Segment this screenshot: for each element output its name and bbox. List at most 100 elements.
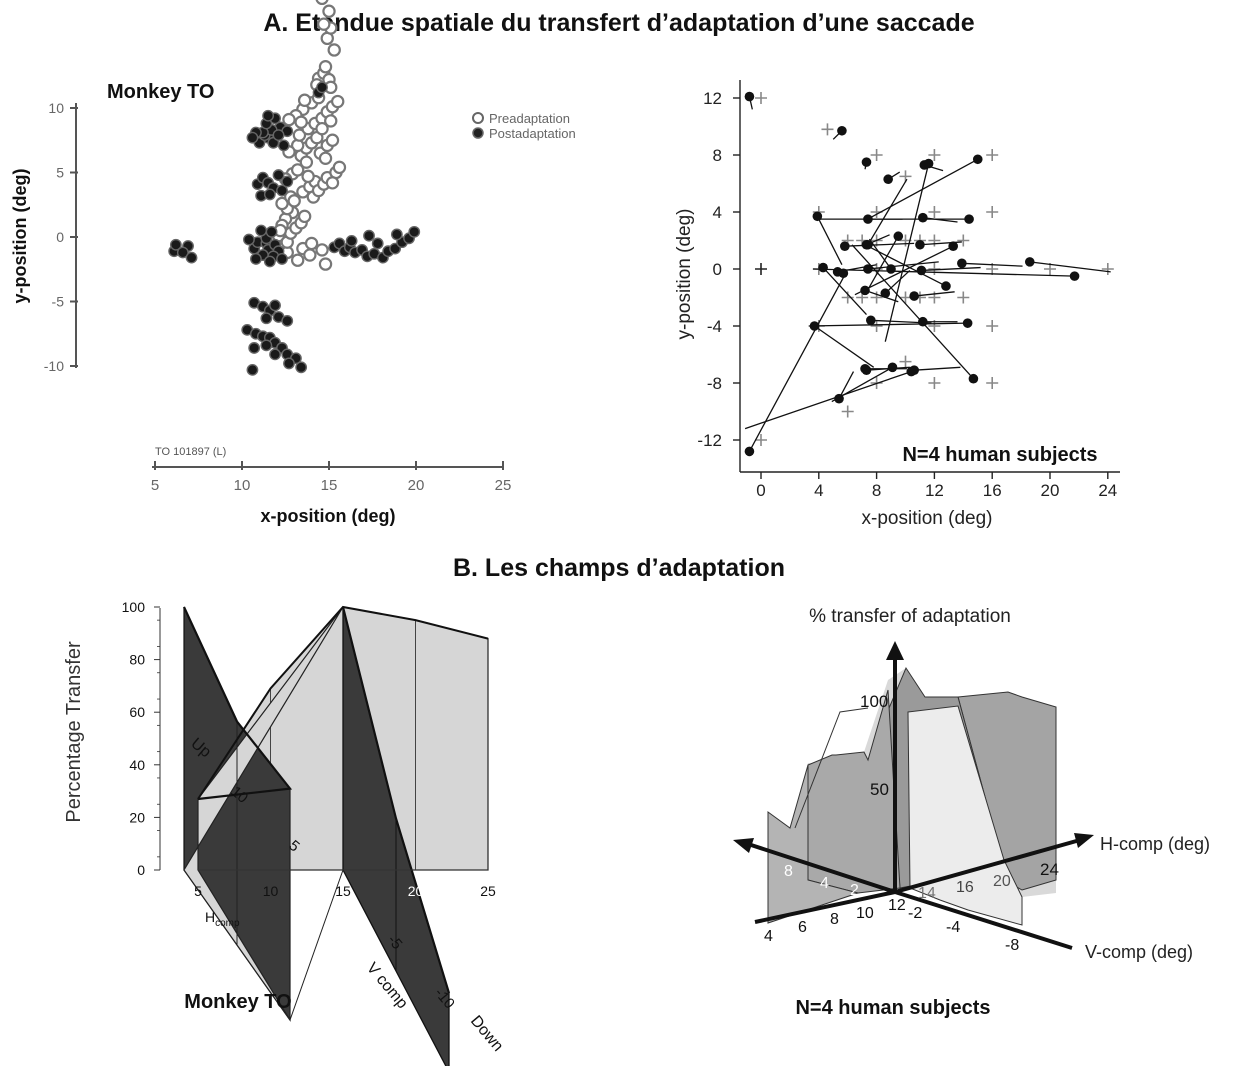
- upward-plane-top-edge: [183, 606, 293, 801]
- session-label: TO 101897 (L): [155, 446, 226, 458]
- postadaptation-point: [283, 357, 295, 370]
- saccade-endpoint: [893, 231, 904, 242]
- h-tick-4: 4: [820, 875, 829, 892]
- chart-monkey-adaptation-field: 0 20 40 60 80 100 5 10 15 20 25 Percentage Transf…: [63, 599, 506, 1066]
- v-tick-8: 8: [830, 911, 839, 928]
- y-tick-label: 4: [713, 203, 722, 222]
- saccade-endpoint: [834, 393, 844, 404]
- postadaptation-point: [345, 234, 358, 247]
- up-depth-axis: [289, 869, 344, 1021]
- v-tick-neg8: -8: [1005, 937, 1019, 954]
- postadaptation-point: [363, 229, 375, 242]
- saccade-endpoint: [964, 214, 974, 224]
- y-tick-label: -4: [707, 317, 722, 336]
- y-tick-label: 0: [56, 229, 64, 245]
- postadaptation-point: [272, 169, 285, 181]
- saccade-endpoint: [744, 91, 755, 102]
- h-axis: [894, 838, 1081, 894]
- saccade-trajectory: [864, 158, 979, 222]
- saccade-endpoint: [863, 239, 873, 250]
- y-axis-label: y-position (deg): [674, 209, 695, 340]
- postadaptation-point: [281, 175, 294, 188]
- target-marker: [928, 377, 941, 389]
- postadaptation-point: [169, 238, 182, 251]
- saccade-endpoint: [880, 288, 891, 299]
- saccade-trajectory: [844, 242, 915, 247]
- postadaptation-point: [408, 225, 421, 238]
- z-axis-arrow: [886, 641, 904, 660]
- postadaptation-points: [168, 81, 421, 376]
- postadaptation-point: [269, 299, 281, 312]
- x-tick-label: 0: [756, 481, 765, 500]
- subject-label: Monkey TO: [107, 81, 214, 103]
- saccade-trajectory: [822, 267, 867, 316]
- preadaptation-point: [292, 128, 307, 142]
- preadaptation-point: [297, 209, 312, 224]
- target-marker: [755, 434, 767, 446]
- postadaptation-point: [255, 224, 268, 237]
- postadaptation-point: [246, 131, 259, 144]
- target-marker: [899, 170, 912, 183]
- y-tick-label: 20: [129, 809, 145, 825]
- x-tick-label: 16: [983, 481, 1002, 500]
- saccade-trajectory: [1029, 261, 1111, 273]
- saccade-endpoint: [962, 318, 973, 328]
- saccade-endpoint: [915, 239, 925, 250]
- saccade-endpoint: [818, 262, 828, 273]
- saccade-trajectory: [864, 235, 899, 295]
- postadaptation-point: [295, 361, 308, 374]
- saccade-endpoint: [744, 446, 755, 457]
- saccade-endpoint: [886, 264, 896, 274]
- preadaptation-point: [301, 169, 315, 184]
- target-marker: [821, 123, 834, 136]
- saccade-trajectory: [868, 238, 892, 270]
- plane-front-light: [907, 705, 1023, 926]
- downward-plane-top-edge: [341, 606, 451, 994]
- y-tick-label: -12: [697, 431, 722, 450]
- saccade-trajectory: [921, 266, 981, 272]
- saccade-trajectory: [814, 325, 875, 368]
- negative-h-axis-arrow: [733, 838, 754, 853]
- saccade-endpoint: [838, 268, 849, 279]
- v-tick-4: 4: [764, 928, 773, 945]
- x-tick-label: 20: [408, 477, 425, 494]
- postadaptation-point: [316, 81, 328, 94]
- target-marker: [870, 149, 883, 161]
- saccade-endpoint: [1024, 257, 1035, 267]
- preadaptation-point: [324, 114, 338, 128]
- postadaptation-point: [260, 339, 273, 352]
- x-tick-label: 12: [925, 481, 944, 500]
- saccade-endpoints: [744, 91, 1111, 457]
- postadaptation-point: [276, 184, 288, 197]
- x-tick-label: 25: [480, 883, 496, 899]
- saccade-trajectory: [884, 163, 930, 342]
- preadaptation-point: [315, 243, 329, 257]
- postadaptation-point: [272, 129, 285, 141]
- saccade-endpoint: [941, 281, 951, 291]
- depth-down-label: Down: [467, 1013, 506, 1055]
- preadaptation-point: [322, 4, 336, 18]
- x-tick-label: 4: [814, 481, 823, 500]
- saccade-trajectory: [813, 268, 1075, 277]
- h-tick-2: 2: [850, 882, 859, 899]
- surface-planes: [183, 605, 489, 1066]
- y-axis-label: y-position (deg): [10, 169, 30, 304]
- target-marker: [928, 206, 941, 218]
- contour-line-100: [794, 707, 869, 829]
- preadaptation-point: [290, 253, 305, 267]
- preadaptation-point: [294, 115, 308, 129]
- preadaptation-point: [332, 160, 347, 175]
- y-tick-label: 10: [48, 100, 64, 116]
- section-b-title: B. Les champs d’adaptation: [452, 554, 785, 582]
- saccade-endpoint: [812, 211, 823, 222]
- saccade-trajectory: [914, 366, 961, 371]
- legend-open-circle-marker: [472, 112, 484, 124]
- saccade-endpoint: [923, 158, 934, 169]
- y-tick-label: -8: [707, 374, 722, 393]
- subject-label: N=4 human subjects: [795, 997, 990, 1019]
- v-axis-back: [754, 890, 896, 924]
- z-tick-100: 100: [860, 692, 888, 711]
- target-marker: [986, 377, 999, 389]
- x-ticks: 0 4 8 12 16 20 24: [756, 472, 1117, 500]
